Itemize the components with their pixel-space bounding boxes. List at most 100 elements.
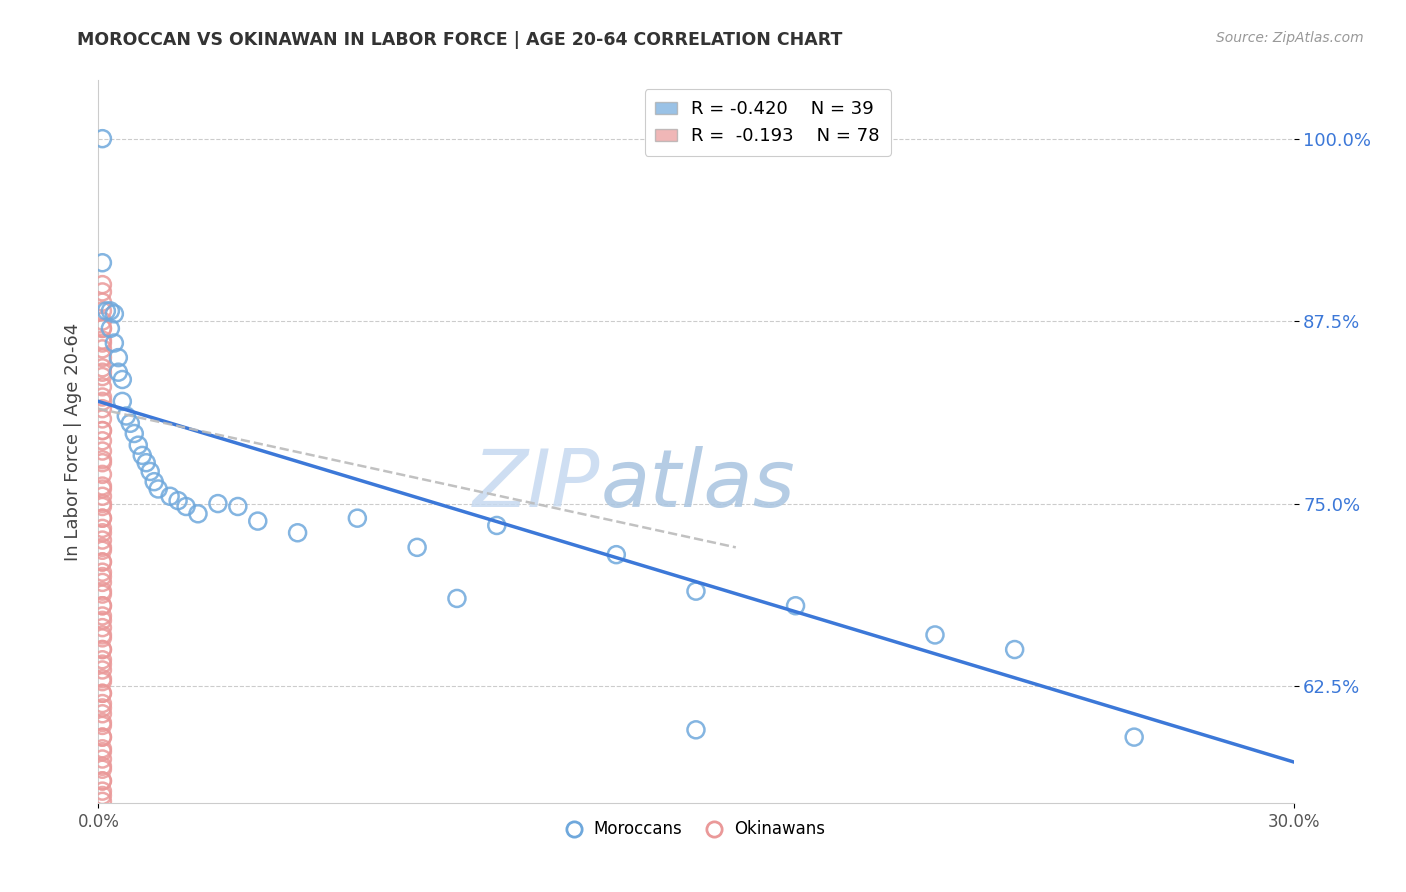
Point <box>785 599 807 613</box>
Point <box>91 351 114 365</box>
Point <box>120 417 142 431</box>
Point <box>167 493 190 508</box>
Point <box>91 697 114 711</box>
Point <box>91 424 114 438</box>
Point <box>485 518 508 533</box>
Point <box>159 489 181 503</box>
Point <box>98 321 122 335</box>
Point <box>91 456 114 470</box>
Point <box>91 394 114 409</box>
Point <box>91 686 114 700</box>
Point <box>91 657 114 672</box>
Point <box>226 500 249 514</box>
Point <box>91 784 114 798</box>
Point <box>446 591 468 606</box>
Point <box>91 613 114 627</box>
Text: ZIP: ZIP <box>472 446 600 524</box>
Legend: Moroccans, Okinawans: Moroccans, Okinawans <box>560 814 832 845</box>
Point <box>1004 642 1026 657</box>
Text: MOROCCAN VS OKINAWAN IN LABOR FORCE | AGE 20-64 CORRELATION CHART: MOROCCAN VS OKINAWAN IN LABOR FORCE | AG… <box>77 31 842 49</box>
Point <box>91 444 114 458</box>
Point <box>91 424 114 438</box>
Point <box>91 631 114 645</box>
Point <box>91 277 114 292</box>
Point <box>91 752 114 766</box>
Point <box>131 449 153 463</box>
Point <box>91 773 114 788</box>
Point <box>91 663 114 677</box>
Point <box>91 380 114 394</box>
Point <box>91 412 114 426</box>
Point <box>406 541 429 555</box>
Point <box>91 741 114 756</box>
Point <box>91 599 114 613</box>
Point <box>148 482 170 496</box>
Point <box>91 565 114 579</box>
Point <box>103 336 125 351</box>
Point <box>91 701 114 715</box>
Point <box>91 672 114 686</box>
Point <box>91 452 114 467</box>
Point <box>103 307 125 321</box>
Point <box>91 541 114 555</box>
Point <box>91 321 114 335</box>
Point <box>91 642 114 657</box>
Point <box>91 599 114 613</box>
Point <box>91 773 114 788</box>
Point <box>685 584 707 599</box>
Point <box>91 587 114 601</box>
Point <box>91 543 114 558</box>
Point <box>91 628 114 642</box>
Point <box>124 426 146 441</box>
Point <box>135 456 157 470</box>
Point <box>115 409 138 423</box>
Point <box>91 489 114 503</box>
Text: Source: ZipAtlas.com: Source: ZipAtlas.com <box>1216 31 1364 45</box>
Y-axis label: In Labor Force | Age 20-64: In Labor Force | Age 20-64 <box>63 322 82 561</box>
Point <box>91 342 114 356</box>
Point <box>91 521 114 535</box>
Point <box>91 482 114 496</box>
Point <box>91 360 114 375</box>
Point <box>91 434 114 448</box>
Point <box>111 394 134 409</box>
Point <box>91 336 114 351</box>
Point <box>91 321 114 335</box>
Point <box>91 555 114 569</box>
Point <box>91 575 114 590</box>
Point <box>91 285 114 299</box>
Point <box>91 674 114 689</box>
Point <box>91 511 114 525</box>
Text: atlas: atlas <box>600 446 796 524</box>
Point <box>207 497 229 511</box>
Point <box>91 365 114 379</box>
Point <box>91 525 114 540</box>
Point <box>91 500 114 514</box>
Point <box>91 730 114 744</box>
Point <box>91 304 114 318</box>
Point <box>96 304 118 318</box>
Point <box>174 500 197 514</box>
Point <box>91 745 114 759</box>
Point <box>91 131 114 145</box>
Point <box>246 514 269 528</box>
Point <box>91 762 114 776</box>
Point <box>924 628 946 642</box>
Point <box>91 706 114 721</box>
Point <box>111 372 134 386</box>
Point <box>91 333 114 347</box>
Point <box>91 789 114 803</box>
Point <box>1123 730 1146 744</box>
Point <box>91 390 114 404</box>
Point <box>605 548 627 562</box>
Point <box>91 653 114 667</box>
Point <box>143 475 166 489</box>
Point <box>91 401 114 416</box>
Point <box>346 511 368 525</box>
Point <box>91 715 114 730</box>
Point <box>91 479 114 493</box>
Point <box>91 584 114 599</box>
Point <box>127 438 149 452</box>
Point <box>91 467 114 482</box>
Point <box>91 759 114 773</box>
